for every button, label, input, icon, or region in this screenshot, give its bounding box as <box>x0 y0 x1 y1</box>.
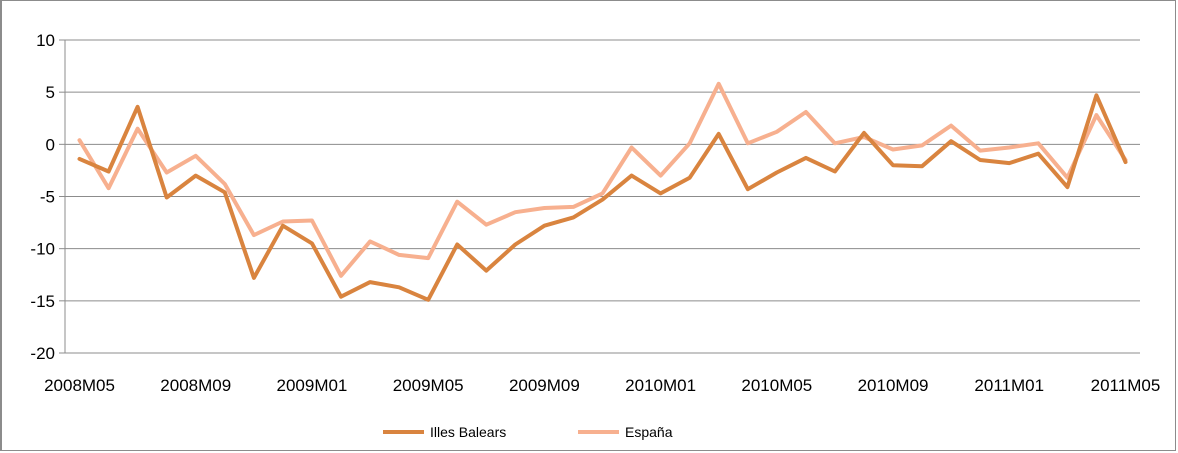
legend: Illes Balears España <box>383 424 673 440</box>
y-axis-ticks: 10 5 0 -5 -10 -15 -20 <box>30 31 66 363</box>
x-axis-ticks: 2008M05 2008M09 2009M01 2009M05 2009M09 2010M… <box>44 376 1160 395</box>
y-tick-label: -10 <box>30 240 55 259</box>
series-line-espana <box>77 81 1128 278</box>
x-tick-label: 2010M09 <box>858 376 929 395</box>
y-tick-label: 0 <box>46 135 55 154</box>
x-tick-label: 2008M09 <box>160 376 231 395</box>
series-lines <box>77 81 1128 302</box>
x-tick-label: 2009M05 <box>393 376 464 395</box>
x-tick-label: 2008M05 <box>44 376 115 395</box>
y-tick-label: -15 <box>30 292 55 311</box>
series-line-illes-balears <box>77 93 1128 302</box>
legend-label-illes-balears: Illes Balears <box>430 424 506 440</box>
y-tick-label: 10 <box>36 31 55 50</box>
x-tick-label: 2011M01 <box>974 376 1044 395</box>
x-tick-label: 2009M01 <box>277 376 348 395</box>
legend-label-espana: España <box>625 424 673 440</box>
y-tick-label: -20 <box>30 344 55 363</box>
x-tick-label: 2010M05 <box>741 376 812 395</box>
y-tick-label: -5 <box>40 188 55 207</box>
y-tick-label: 5 <box>46 83 55 102</box>
x-tick-label: 2010M01 <box>625 376 696 395</box>
x-tick-label: 2009M09 <box>509 376 580 395</box>
x-tick-label: 2011M05 <box>1091 376 1161 395</box>
